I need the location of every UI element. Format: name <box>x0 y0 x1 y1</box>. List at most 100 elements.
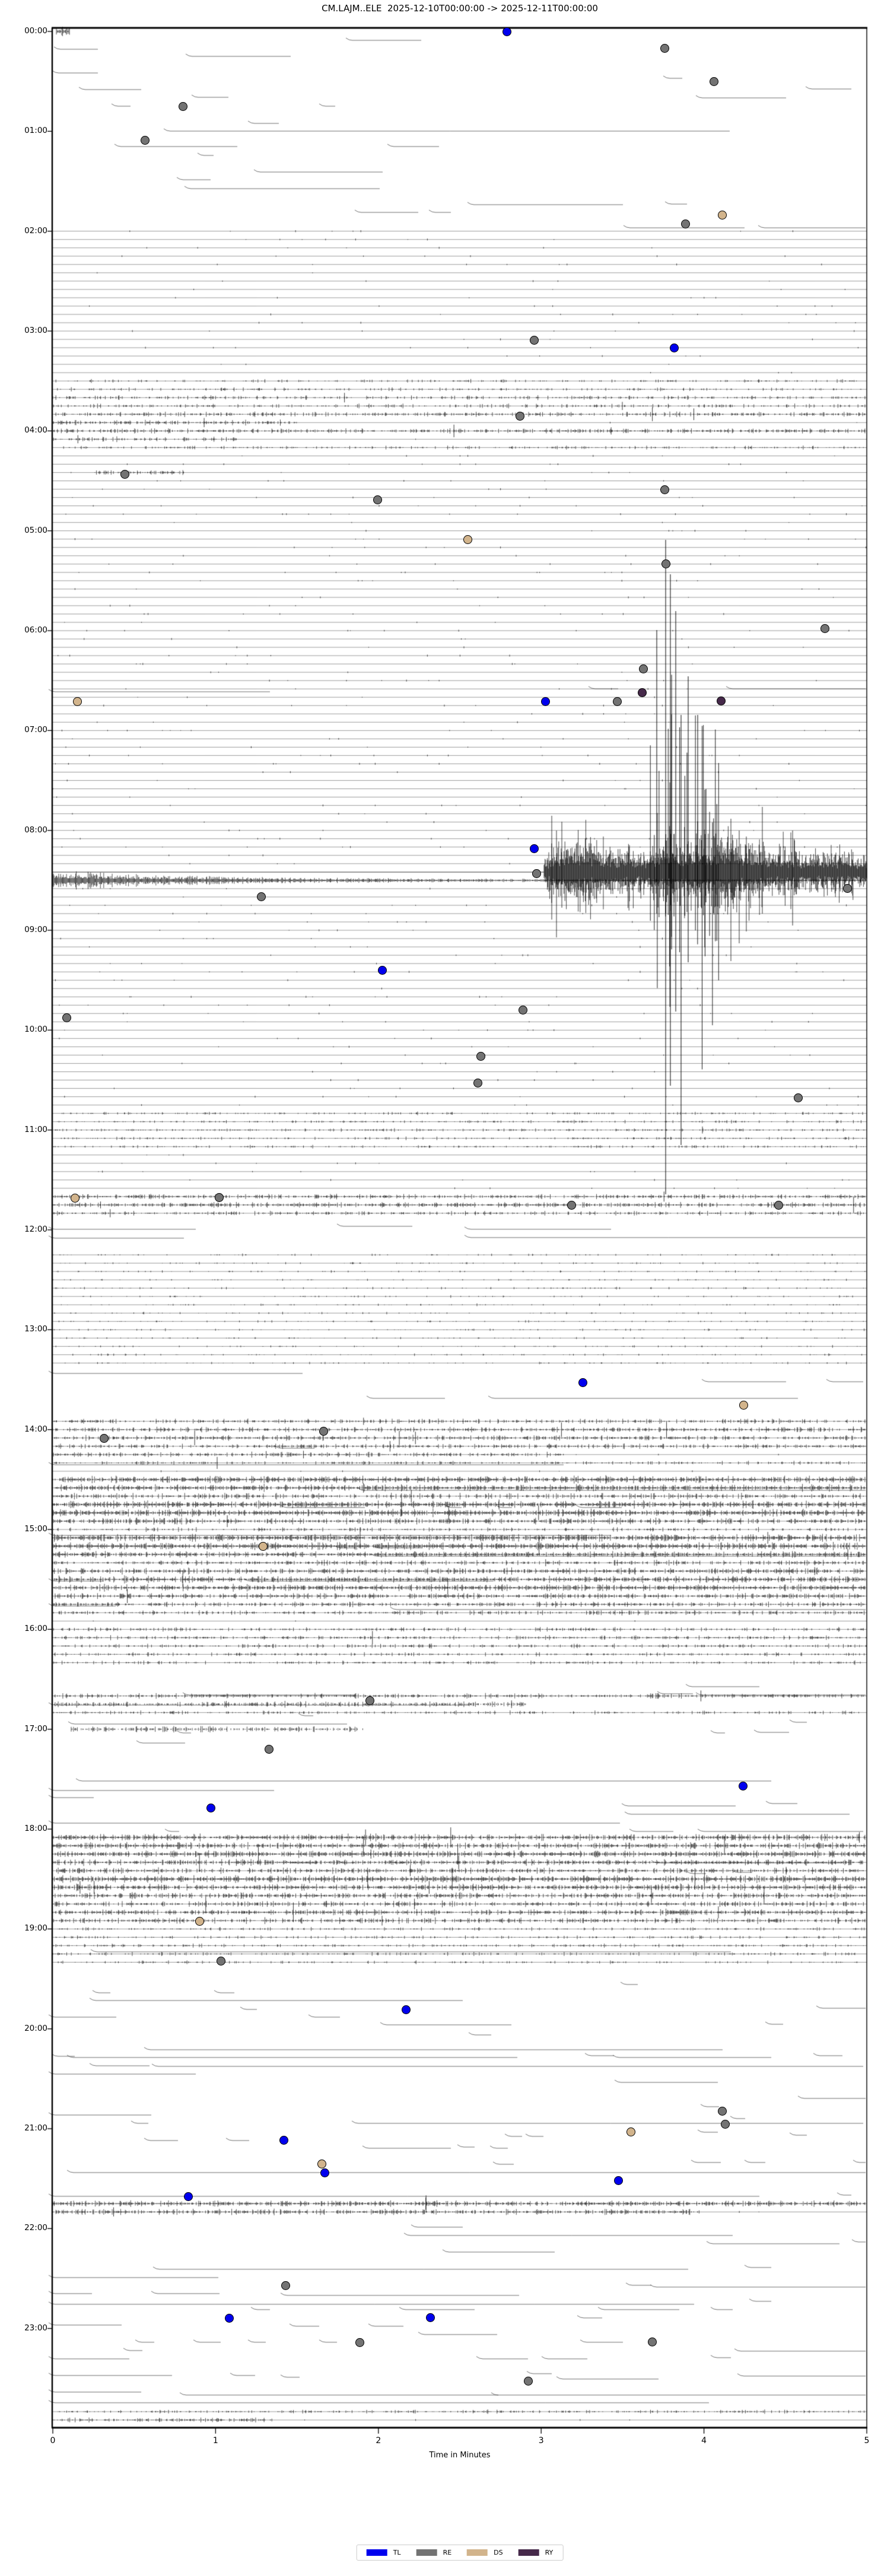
event-marker-re[interactable] <box>62 1013 71 1022</box>
hour-label: 05:00 <box>24 525 47 535</box>
event-marker-re[interactable] <box>820 624 829 633</box>
event-marker-re[interactable] <box>373 495 382 504</box>
event-marker-tl[interactable] <box>540 697 550 706</box>
event-marker-re[interactable] <box>720 2119 730 2129</box>
re-swatch-icon <box>416 2549 437 2556</box>
event-marker-re[interactable] <box>774 1200 783 1210</box>
event-marker-re[interactable] <box>214 1192 224 1202</box>
event-marker-re[interactable] <box>515 411 524 421</box>
event-marker-ds[interactable] <box>717 210 727 220</box>
hour-label: 23:00 <box>24 2323 47 2333</box>
event-marker-re[interactable] <box>567 1200 576 1210</box>
minute-tick-label: 1 <box>212 2436 218 2445</box>
event-marker-tl[interactable] <box>279 2135 288 2145</box>
event-marker-tl[interactable] <box>183 2192 193 2201</box>
event-marker-re[interactable] <box>717 2106 727 2116</box>
event-marker-ds[interactable] <box>317 2159 326 2168</box>
event-marker-re[interactable] <box>476 1051 485 1061</box>
event-marker-ds[interactable] <box>626 2127 635 2136</box>
event-marker-tl[interactable] <box>206 1803 215 1812</box>
event-marker-tl[interactable] <box>738 1781 748 1791</box>
event-marker-re[interactable] <box>518 1005 527 1015</box>
hour-label: 17:00 <box>24 1723 47 1734</box>
event-marker-tl[interactable] <box>669 343 679 352</box>
event-marker-tl[interactable] <box>502 27 511 36</box>
event-marker-ry[interactable] <box>637 688 647 697</box>
hour-label: 12:00 <box>24 1225 47 1235</box>
hour-label: 20:00 <box>24 2023 47 2033</box>
event-marker-re[interactable] <box>281 2281 290 2290</box>
hour-label: 07:00 <box>24 725 47 735</box>
event-marker-ds[interactable] <box>72 697 82 706</box>
event-marker-tl[interactable] <box>578 1378 587 1387</box>
minute-tick-label: 4 <box>701 2436 707 2445</box>
event-marker-ds[interactable] <box>258 1541 268 1551</box>
event-marker-re[interactable] <box>793 1093 803 1102</box>
event-marker-re[interactable] <box>532 869 541 878</box>
event-marker-tl[interactable] <box>401 2005 411 2014</box>
legend-label: TL <box>393 2549 401 2556</box>
legend-label: RY <box>545 2549 554 2556</box>
event-marker-ds[interactable] <box>463 535 472 544</box>
event-marker-ds[interactable] <box>739 1400 748 1410</box>
event-marker-re[interactable] <box>660 485 669 494</box>
hour-label: 11:00 <box>24 1124 47 1134</box>
event-marker-re[interactable] <box>140 135 150 145</box>
hour-label: 10:00 <box>24 1025 47 1035</box>
event-marker-re[interactable] <box>319 1426 328 1436</box>
event-marker-tl[interactable] <box>320 2168 329 2177</box>
event-marker-tl[interactable] <box>224 2313 234 2323</box>
event-marker-re[interactable] <box>99 1433 109 1443</box>
hour-label: 16:00 <box>24 1624 47 1634</box>
event-marker-re[interactable] <box>647 2337 657 2346</box>
x-axis-label: Time in Minutes <box>429 2451 491 2460</box>
hour-label: 04:00 <box>24 425 47 435</box>
event-marker-re[interactable] <box>638 664 648 673</box>
legend-item-re: RE <box>416 2549 452 2556</box>
legend: TL RE DS RY <box>356 2545 564 2561</box>
legend-item-ry: RY <box>518 2549 554 2556</box>
hour-label: 19:00 <box>24 1923 47 1933</box>
event-marker-re[interactable] <box>264 1744 273 1754</box>
event-marker-re[interactable] <box>178 101 187 111</box>
event-marker-ds[interactable] <box>70 1193 79 1203</box>
event-marker-re[interactable] <box>660 43 669 53</box>
event-marker-ry[interactable] <box>716 696 726 705</box>
legend-label: RE <box>443 2549 452 2556</box>
ry-swatch-icon <box>518 2549 539 2556</box>
ds-swatch-icon <box>467 2549 488 2556</box>
event-marker-ds[interactable] <box>195 1916 204 1926</box>
hour-label: 08:00 <box>24 825 47 835</box>
event-marker-tl[interactable] <box>529 844 539 853</box>
event-marker-re[interactable] <box>365 1696 374 1705</box>
event-marker-re[interactable] <box>612 697 622 706</box>
event-marker-re[interactable] <box>709 77 718 86</box>
event-marker-re[interactable] <box>529 335 539 345</box>
event-marker-re[interactable] <box>473 1078 482 1087</box>
event-marker-tl[interactable] <box>377 965 387 975</box>
hour-label: 06:00 <box>24 625 47 635</box>
hour-label: 01:00 <box>24 126 47 136</box>
event-marker-re[interactable] <box>661 559 670 568</box>
minute-tick-label: 0 <box>50 2436 56 2445</box>
event-marker-tl[interactable] <box>425 2313 435 2322</box>
hour-label: 15:00 <box>24 1524 47 1534</box>
event-marker-re[interactable] <box>355 2338 364 2347</box>
legend-label: DS <box>494 2549 503 2556</box>
event-marker-re[interactable] <box>256 892 266 901</box>
hour-label: 02:00 <box>24 225 47 236</box>
event-marker-re[interactable] <box>120 469 129 479</box>
event-marker-re[interactable] <box>216 1956 225 1966</box>
hour-label: 03:00 <box>24 326 47 335</box>
event-marker-tl[interactable] <box>613 2176 623 2185</box>
tl-swatch-icon <box>366 2549 387 2556</box>
event-marker-re[interactable] <box>842 883 852 893</box>
legend-item-tl: TL <box>366 2549 401 2556</box>
event-marker-re[interactable] <box>680 219 690 228</box>
event-marker-re[interactable] <box>523 2376 533 2386</box>
hour-label: 13:00 <box>24 1324 47 1334</box>
hour-label: 14:00 <box>24 1424 47 1434</box>
minute-tick-label: 3 <box>538 2436 544 2445</box>
